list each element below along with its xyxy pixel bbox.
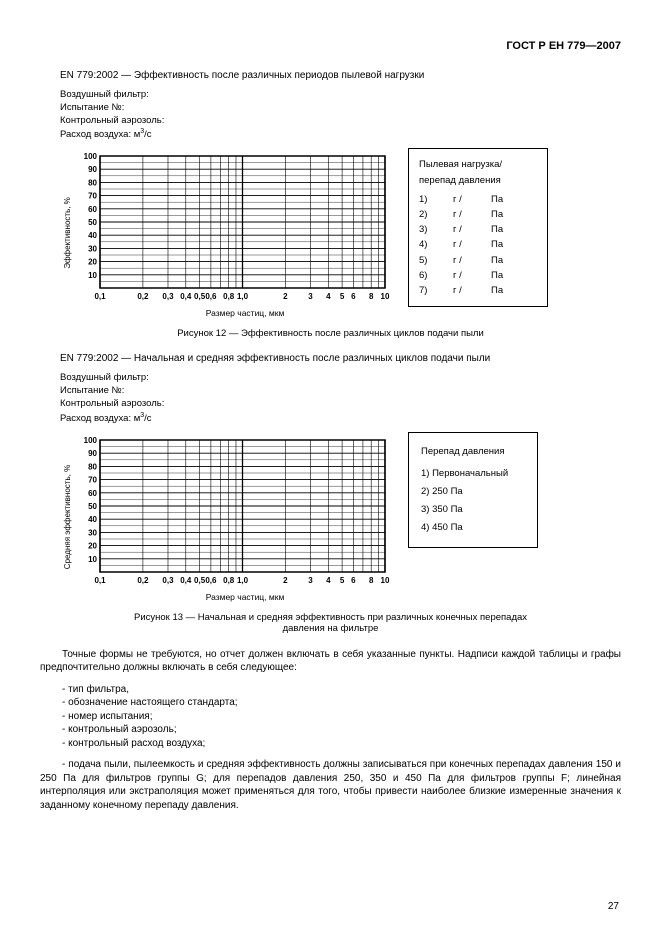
svg-text:0,1: 0,1 — [94, 576, 106, 585]
fig13-legend: Перепад давления 1) Первоначальный2) 250… — [408, 432, 538, 548]
fig13-chart: 10 20 30 40 50 60 70 80 90 100 0,1 0,2 0,3 0,40,50,6 0… — [60, 432, 390, 602]
svg-text:30: 30 — [88, 528, 97, 537]
svg-text:0,3: 0,3 — [162, 292, 174, 301]
svg-text:10: 10 — [381, 292, 390, 301]
chart-svg: 10 20 30 40 50 60 70 80 90 100 0,1 0,2 0,3 0,40,50,6 0… — [60, 432, 390, 602]
svg-text:60: 60 — [88, 489, 97, 498]
svg-text:0,8: 0,8 — [223, 576, 235, 585]
svg-text:20: 20 — [88, 541, 97, 550]
fig12-chart: 10 20 30 40 50 60 70 80 90 100 0,1 0,2 0,3 0,40,50,6 0… — [60, 148, 390, 318]
svg-text:0,2: 0,2 — [137, 292, 149, 301]
svg-text:40: 40 — [88, 232, 97, 241]
svg-text:2: 2 — [283, 292, 288, 301]
svg-text:10: 10 — [381, 576, 390, 585]
list-item: - контрольный аэрозоль; — [62, 723, 621, 737]
fig12-meta: Воздушный фильтр: Испытание №: Контрольн… — [60, 89, 621, 142]
svg-text:50: 50 — [88, 218, 97, 227]
y-axis-label: Эффективность, % — [63, 198, 72, 270]
svg-text:8: 8 — [369, 292, 374, 301]
svg-text:20: 20 — [88, 258, 97, 267]
svg-text:90: 90 — [88, 166, 97, 175]
meta-line: Расход воздуха: м3/с — [60, 127, 621, 142]
legend-row: 3)г /Па — [419, 222, 537, 237]
svg-text:1,0: 1,0 — [237, 292, 249, 301]
legend-row: 4)г /Па — [419, 237, 537, 252]
legend-row: 1)г /Па — [419, 192, 537, 207]
legend-row: 1) Первоначальный — [421, 465, 525, 483]
list-item: - обозначение настоящего стандарта; — [62, 696, 621, 710]
fig13-block: 10 20 30 40 50 60 70 80 90 100 0,1 0,2 0,3 0,40,50,6 0… — [60, 432, 621, 602]
meta-line: Контрольный аэрозоль: — [60, 398, 621, 411]
svg-text:0,6: 0,6 — [205, 292, 217, 301]
x-axis-label: Размер частиц, мкм — [206, 592, 285, 602]
svg-text:6: 6 — [351, 292, 356, 301]
svg-text:50: 50 — [88, 502, 97, 511]
svg-text:0,5: 0,5 — [194, 576, 206, 585]
svg-text:1,0: 1,0 — [237, 576, 249, 585]
svg-text:30: 30 — [88, 245, 97, 254]
svg-text:3: 3 — [308, 292, 313, 301]
legend-row: 2)г /Па — [419, 207, 537, 222]
svg-text:0,6: 0,6 — [205, 576, 217, 585]
meta-line: Воздушный фильтр: — [60, 372, 621, 385]
fig12-block: 10 20 30 40 50 60 70 80 90 100 0,1 0,2 0,3 0,40,50,6 0… — [60, 148, 621, 318]
meta-line: Контрольный аэрозоль: — [60, 115, 621, 128]
svg-text:100: 100 — [84, 152, 98, 161]
legend-title: Пылевая нагрузка/ перепад давления — [419, 157, 537, 187]
svg-text:100: 100 — [84, 436, 98, 445]
legend-row: 3) 350 Па — [421, 501, 525, 519]
svg-text:10: 10 — [88, 555, 97, 564]
meta-line: Испытание №: — [60, 385, 621, 398]
legend-row: 6)г /Па — [419, 268, 537, 283]
fig13-meta: Воздушный фильтр: Испытание №: Контрольн… — [60, 372, 621, 425]
svg-text:0,1: 0,1 — [94, 292, 106, 301]
fig12-legend: Пылевая нагрузка/ перепад давления 1)г /… — [408, 148, 548, 307]
svg-text:3: 3 — [308, 576, 313, 585]
svg-text:0,4: 0,4 — [180, 292, 192, 301]
svg-text:6: 6 — [351, 576, 356, 585]
body-paragraph: Точные формы не требуются, но отчет долж… — [40, 648, 621, 675]
fig12-title: EN 779:2002 — Эффективность после различ… — [60, 70, 621, 81]
standard-header: ГОСТ Р ЕН 779—2007 — [40, 40, 621, 52]
svg-text:8: 8 — [369, 576, 374, 585]
list-item: - контрольный расход воздуха; — [62, 737, 621, 751]
meta-line: Испытание №: — [60, 102, 621, 115]
y-axis-label: Средняя эффективность, % — [63, 465, 72, 569]
legend-row: 2) 250 Па — [421, 483, 525, 501]
legend-row: 5)г /Па — [419, 253, 537, 268]
legend-title: Перепад давления — [421, 443, 525, 461]
svg-text:10: 10 — [88, 271, 97, 280]
svg-text:0,3: 0,3 — [162, 576, 174, 585]
svg-text:0,8: 0,8 — [223, 292, 235, 301]
svg-text:80: 80 — [88, 179, 97, 188]
page-number: 27 — [608, 901, 619, 912]
svg-text:70: 70 — [88, 475, 97, 484]
fig12-caption: Рисунок 12 — Эффективность после различн… — [40, 328, 621, 339]
list-item: - номер испытания; — [62, 710, 621, 724]
fig13-title: EN 779:2002 — Начальная и средняя эффект… — [60, 353, 621, 364]
body-paragraph: - подача пыли, пылеемкость и средняя эфф… — [40, 758, 621, 812]
page: ГОСТ Р ЕН 779—2007 EN 779:2002 — Эффекти… — [0, 0, 661, 936]
meta-line: Расход воздуха: м3/с — [60, 411, 621, 426]
fig13-caption: Рисунок 13 — Начальная и средняя эффекти… — [40, 612, 621, 634]
list-item: - тип фильтра, — [62, 683, 621, 697]
svg-text:60: 60 — [88, 205, 97, 214]
svg-text:90: 90 — [88, 449, 97, 458]
svg-text:5: 5 — [340, 292, 345, 301]
legend-row: 4) 450 Па — [421, 519, 525, 537]
svg-text:2: 2 — [283, 576, 288, 585]
svg-text:0,2: 0,2 — [137, 576, 149, 585]
svg-text:40: 40 — [88, 515, 97, 524]
chart-svg: 10 20 30 40 50 60 70 80 90 100 0,1 0,2 0,3 0,40,50,6 0… — [60, 148, 390, 318]
svg-text:4: 4 — [326, 576, 331, 585]
svg-text:0,5: 0,5 — [194, 292, 206, 301]
x-axis-label: Размер частиц, мкм — [206, 308, 285, 318]
svg-text:0,4: 0,4 — [180, 576, 192, 585]
legend-row: 7)г /Па — [419, 283, 537, 298]
svg-text:80: 80 — [88, 462, 97, 471]
svg-text:5: 5 — [340, 576, 345, 585]
svg-text:4: 4 — [326, 292, 331, 301]
svg-text:70: 70 — [88, 192, 97, 201]
meta-line: Воздушный фильтр: — [60, 89, 621, 102]
